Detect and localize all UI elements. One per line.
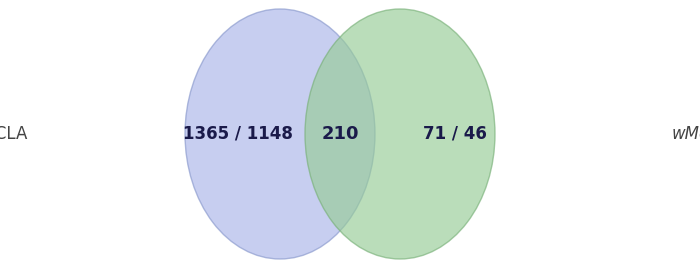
Text: 1365 / 1148: 1365 / 1148 <box>183 125 293 143</box>
Ellipse shape <box>305 9 495 259</box>
Text: wMel: wMel <box>672 125 700 143</box>
Text: 71 / 46: 71 / 46 <box>423 125 487 143</box>
Text: wMelPop-CLA: wMelPop-CLA <box>0 125 28 143</box>
Ellipse shape <box>185 9 375 259</box>
Text: 210: 210 <box>321 125 358 143</box>
